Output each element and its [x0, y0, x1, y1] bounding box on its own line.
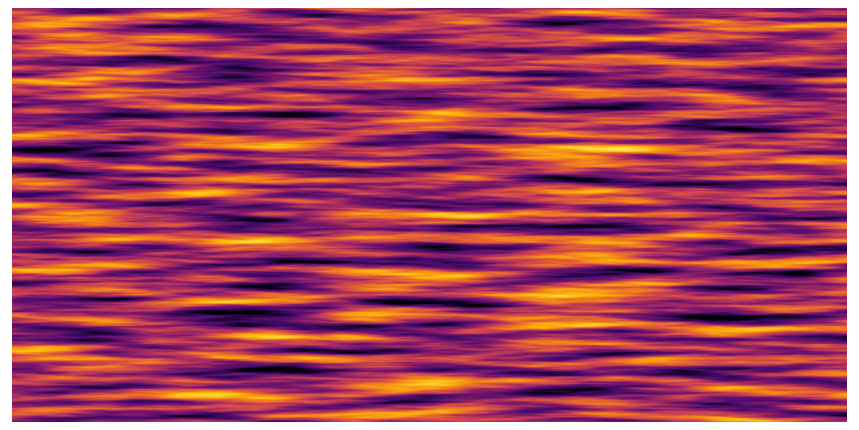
page: {} html, body { margin: 0; padding: 0; b…	[0, 0, 859, 430]
image-canvas	[0, 0, 859, 430]
page-body	[0, 0, 859, 430]
heatmap-texture	[12, 8, 847, 422]
